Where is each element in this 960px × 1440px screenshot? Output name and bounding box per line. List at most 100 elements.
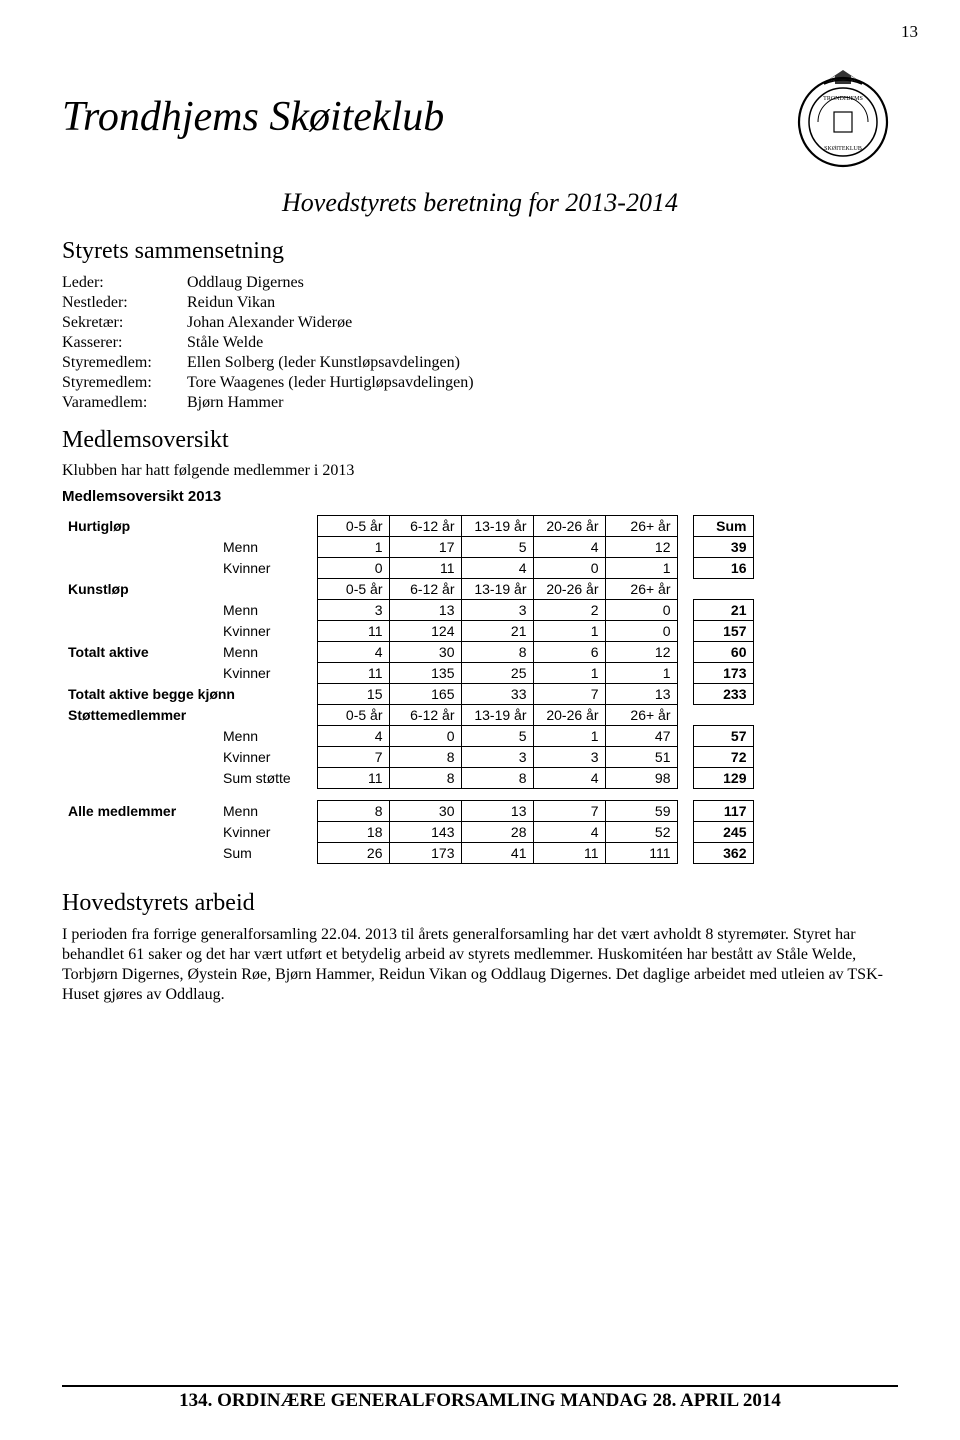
- table-cell: 4: [461, 558, 533, 579]
- role-person: Bjørn Hammer: [187, 393, 283, 413]
- table-cell: 30: [389, 801, 461, 822]
- table-cell: 143: [389, 822, 461, 843]
- section-work-heading: Hovedstyrets arbeid: [62, 890, 898, 917]
- members-intro: Klubben har hatt følgende medlemmer i 20…: [62, 462, 898, 480]
- table-cell: [677, 621, 693, 642]
- club-name: Trondhjems Skøiteklub: [62, 93, 444, 141]
- table-cell: 98: [605, 768, 677, 789]
- table-cell: 11: [389, 558, 461, 579]
- table-cell: 17: [389, 537, 461, 558]
- table-cell: 117: [693, 801, 753, 822]
- table-cell: 1: [533, 663, 605, 684]
- footer-rule: [62, 1385, 898, 1387]
- table-cell: 7: [533, 684, 605, 705]
- table-cell: Menn: [217, 801, 317, 822]
- table-cell: 11: [317, 768, 389, 789]
- svg-text:TRONDHJEMS: TRONDHJEMS: [823, 96, 863, 102]
- body-paragraph: I perioden fra forrige generalforsamling…: [62, 925, 898, 1005]
- table-cell: 21: [693, 600, 753, 621]
- table-row: Alle medlemmerMenn83013759117: [62, 801, 753, 822]
- table-cell: [677, 684, 693, 705]
- table-cell: 4: [533, 768, 605, 789]
- table-cell: [677, 600, 693, 621]
- footer-text: 134. ORDINÆRE GENERALFORSAMLING MANDAG 2…: [62, 1390, 898, 1412]
- board-composition: Leder:Oddlaug DigernesNestleder:Reidun V…: [62, 273, 898, 413]
- table-cell: 26+ år: [605, 516, 677, 537]
- table-cell: 6-12 år: [389, 579, 461, 600]
- table-cell: 362: [693, 843, 753, 864]
- table-cell: [677, 801, 693, 822]
- table-cell: 52: [605, 822, 677, 843]
- table-cell: 20-26 år: [533, 705, 605, 726]
- table-cell: [677, 558, 693, 579]
- table-cell: Kvinner: [217, 663, 317, 684]
- table-cell: 129: [693, 768, 753, 789]
- table-cell: [62, 768, 217, 789]
- table-cell: 165: [389, 684, 461, 705]
- table-cell: Kvinner: [217, 558, 317, 579]
- table-cell: 3: [461, 747, 533, 768]
- table-cell: 18: [317, 822, 389, 843]
- table-cell: 7: [533, 801, 605, 822]
- table-row: Menn31332021: [62, 600, 753, 621]
- table-cell: 173: [389, 843, 461, 864]
- table-row: Kvinner78335172: [62, 747, 753, 768]
- table-cell: 0-5 år: [317, 516, 389, 537]
- table-cell: Menn: [217, 642, 317, 663]
- table-cell: 4: [533, 822, 605, 843]
- table-cell: [677, 822, 693, 843]
- table-cell: 0: [605, 600, 677, 621]
- table-cell: [677, 579, 693, 600]
- table-cell: [677, 726, 693, 747]
- table-cell: 12: [605, 537, 677, 558]
- table-cell: 26+ år: [605, 705, 677, 726]
- table-cell: 12: [605, 642, 677, 663]
- table-cell: 1: [605, 663, 677, 684]
- table-cell: 11: [317, 621, 389, 642]
- table-cell: 47: [605, 726, 677, 747]
- table-row: Kvinner111352511173: [62, 663, 753, 684]
- table-cell: 124: [389, 621, 461, 642]
- table-cell: 6: [533, 642, 605, 663]
- table-cell: 3: [533, 747, 605, 768]
- table-cell: [62, 558, 217, 579]
- table-cell: [677, 663, 693, 684]
- table-cell: 28: [461, 822, 533, 843]
- table-row: Hurtigløp0-5 år6-12 år13-19 år20-26 år26…: [62, 516, 753, 537]
- table-cell: 1: [533, 726, 605, 747]
- role-person: Ellen Solberg (leder Kunstløpsavdelingen…: [187, 353, 460, 373]
- table-cell: Menn: [217, 726, 317, 747]
- table-cell: 3: [317, 600, 389, 621]
- role-label: Sekretær:: [62, 313, 187, 333]
- table-row: Menn40514757: [62, 726, 753, 747]
- table-cell: Sum: [693, 516, 753, 537]
- table-cell: 5: [461, 726, 533, 747]
- table-cell: 135: [389, 663, 461, 684]
- letterhead: Trondhjems Skøiteklub TRONDHJEMS SKØITEK…: [62, 62, 898, 172]
- table-cell: 8: [317, 801, 389, 822]
- table-cell: 233: [693, 684, 753, 705]
- table-cell: [62, 843, 217, 864]
- table-cell: [62, 621, 217, 642]
- table-cell: [693, 579, 753, 600]
- members-table: Hurtigløp0-5 år6-12 år13-19 år20-26 år26…: [62, 515, 898, 864]
- report-title: Hovedstyrets beretning for 2013-2014: [62, 188, 898, 218]
- table-cell: 11: [317, 663, 389, 684]
- table-cell: Sum: [217, 843, 317, 864]
- table-cell: 4: [317, 726, 389, 747]
- table-cell: 59: [605, 801, 677, 822]
- table-row: Kunstløp0-5 år6-12 år13-19 år20-26 år26+…: [62, 579, 753, 600]
- table-cell: 1: [605, 558, 677, 579]
- table-cell: 2: [533, 600, 605, 621]
- footer: 134. ORDINÆRE GENERALFORSAMLING MANDAG 2…: [62, 1385, 898, 1412]
- table-cell: [217, 579, 317, 600]
- table-cell: 20-26 år: [533, 579, 605, 600]
- table-cell: Hurtigløp: [62, 516, 217, 537]
- table-cell: 6-12 år: [389, 516, 461, 537]
- table-cell: 1: [533, 621, 605, 642]
- table-cell: 13: [605, 684, 677, 705]
- table-row: Totalt aktive begge kjønn1516533713233: [62, 684, 753, 705]
- table-cell: 4: [533, 537, 605, 558]
- table-cell: 0-5 år: [317, 579, 389, 600]
- role-person: Oddlaug Digernes: [187, 273, 304, 293]
